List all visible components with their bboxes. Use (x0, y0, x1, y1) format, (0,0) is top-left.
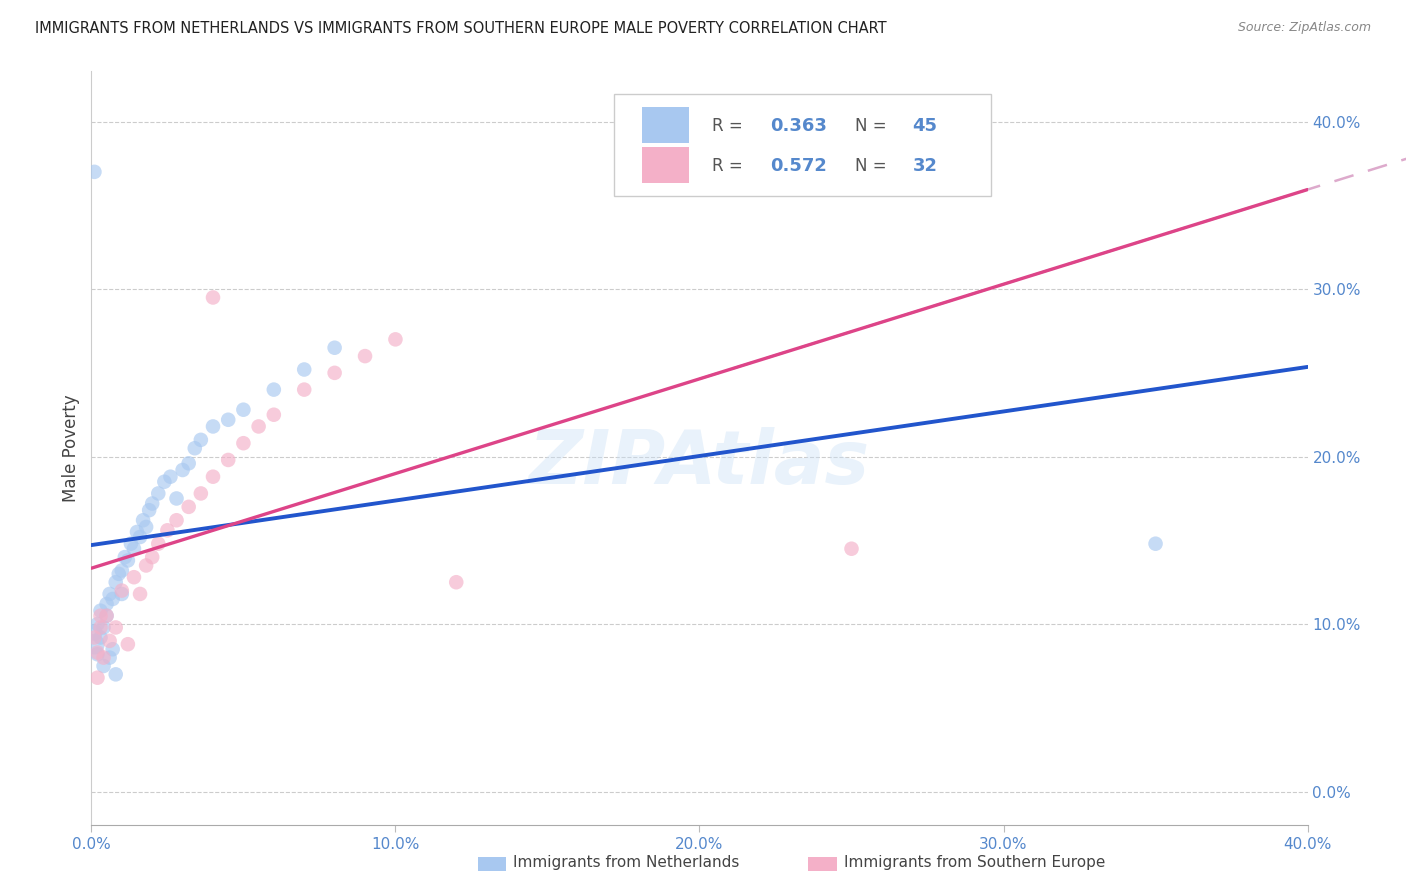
Point (125, 524, 148, 539)
Y-axis label: Male Poverty: Male Poverty (62, 394, 80, 502)
Point (202, 291, 225, 305)
Point (354, 349, 377, 363)
Point (122, 541, 145, 556)
Point (135, 520, 157, 534)
Point (96, 597, 118, 611)
Point (107, 566, 129, 581)
Point (117, 637, 139, 651)
Point (132, 513, 155, 527)
Point (86, 647, 108, 661)
Point (89, 620, 111, 634)
Point (120, 537, 142, 551)
Point (217, 453, 239, 467)
Point (96, 608, 118, 623)
Point (141, 550, 163, 565)
Text: N =: N = (855, 157, 891, 175)
Point (177, 500, 200, 514)
Text: ZIPAtlas: ZIPAtlas (529, 426, 870, 500)
Point (166, 491, 188, 506)
Text: 0.363: 0.363 (770, 117, 827, 135)
Point (292, 383, 315, 397)
Point (156, 524, 179, 538)
Point (101, 642, 124, 657)
Point (114, 550, 136, 565)
Point (86, 646, 108, 660)
Point (202, 419, 225, 434)
FancyBboxPatch shape (643, 147, 689, 183)
Text: 45: 45 (912, 117, 938, 135)
Text: R =: R = (711, 157, 748, 175)
Point (841, 541, 863, 556)
Point (89, 631, 111, 645)
FancyBboxPatch shape (614, 94, 991, 195)
FancyBboxPatch shape (643, 107, 689, 143)
Point (166, 513, 188, 527)
Point (148, 537, 170, 551)
Point (83, 625, 105, 640)
Text: 0.572: 0.572 (770, 157, 827, 175)
Point (232, 436, 254, 450)
Point (138, 503, 160, 517)
Point (83, 637, 105, 651)
Point (323, 341, 346, 355)
Point (190, 433, 212, 447)
Point (263, 383, 285, 397)
Point (104, 575, 127, 590)
Point (129, 587, 152, 601)
Point (93, 620, 115, 634)
Text: Immigrants from Southern Europe: Immigrants from Southern Europe (844, 855, 1105, 870)
Point (89, 604, 111, 618)
Point (111, 587, 134, 601)
Point (98, 633, 121, 648)
Point (247, 419, 270, 434)
Point (101, 592, 124, 607)
Point (104, 620, 127, 634)
Point (190, 486, 212, 500)
Text: N =: N = (855, 117, 891, 135)
Point (93, 659, 115, 673)
Point (86, 617, 108, 632)
Text: 32: 32 (912, 157, 938, 175)
Point (148, 486, 170, 500)
Point (98, 587, 121, 601)
Point (86, 671, 108, 685)
Point (111, 583, 134, 598)
Point (232, 402, 254, 417)
Point (98, 650, 121, 665)
Point (93, 650, 115, 665)
Text: R =: R = (711, 117, 748, 135)
Point (172, 463, 194, 477)
Point (202, 469, 225, 483)
Point (122, 570, 145, 584)
Point (263, 408, 285, 422)
Point (129, 530, 152, 544)
Point (117, 553, 139, 567)
Point (159, 469, 181, 483)
Point (444, 575, 467, 590)
Point (96, 608, 118, 623)
Point (177, 456, 200, 470)
Point (384, 332, 406, 346)
Point (89, 608, 111, 623)
Text: IMMIGRANTS FROM NETHERLANDS VS IMMIGRANTS FROM SOUTHERN EUROPE MALE POVERTY CORR: IMMIGRANTS FROM NETHERLANDS VS IMMIGRANT… (35, 21, 887, 36)
Point (135, 558, 157, 573)
Text: Immigrants from Netherlands: Immigrants from Netherlands (513, 855, 740, 870)
Point (111, 564, 134, 578)
Point (217, 413, 239, 427)
Point (292, 362, 315, 376)
Point (83, 165, 105, 179)
Point (104, 667, 127, 681)
Point (153, 475, 176, 489)
Point (1144, 537, 1167, 551)
Point (83, 631, 105, 645)
Point (141, 496, 163, 510)
Text: Source: ZipAtlas.com: Source: ZipAtlas.com (1237, 21, 1371, 34)
Point (184, 442, 207, 455)
Point (323, 366, 346, 380)
